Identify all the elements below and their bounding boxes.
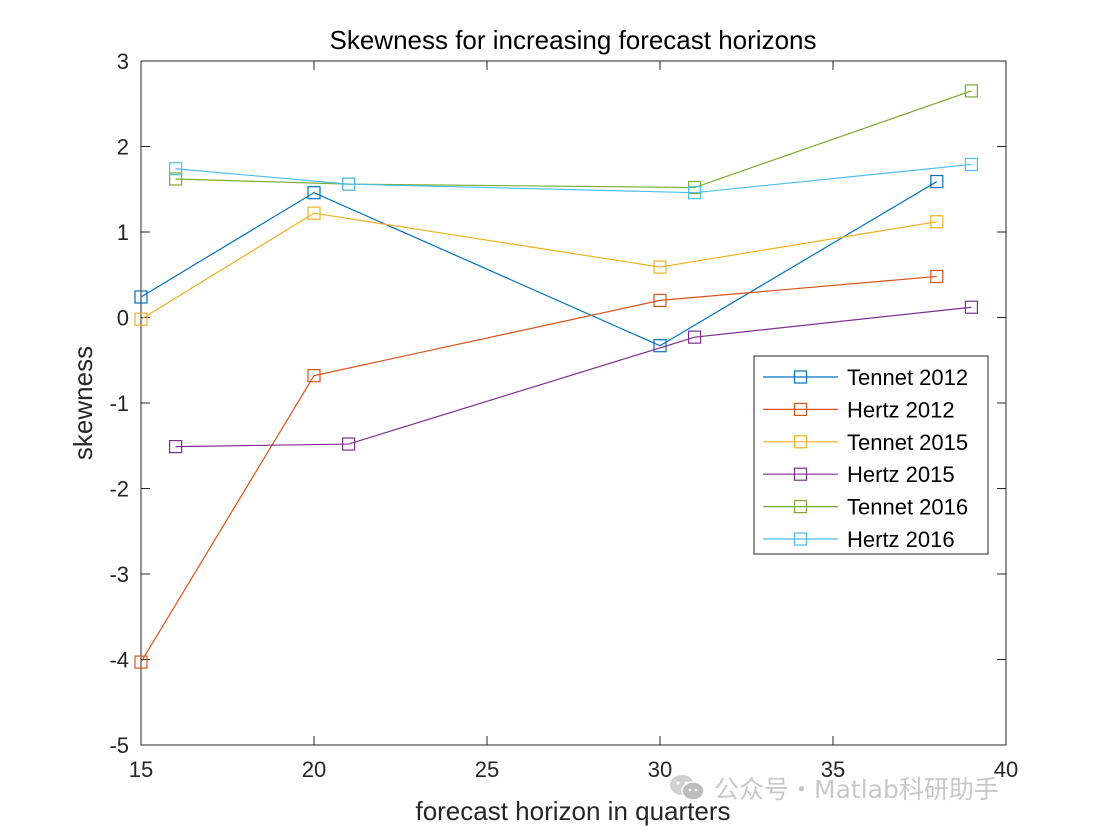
y-tick-label: -1: [109, 391, 129, 416]
x-axis: 15 20 25 30 35 40: [129, 61, 1018, 782]
data-point: [307, 369, 321, 383]
data-point: [964, 300, 979, 314]
legend-item: Hertz 2012: [763, 397, 955, 422]
legend-marker: [793, 370, 808, 384]
legend-label: Hertz 2012: [847, 397, 955, 422]
legend-marker: [793, 435, 808, 449]
y-axis-label: skewness: [68, 346, 98, 460]
wechat-icon: [668, 773, 706, 803]
legend-marker: [793, 500, 808, 514]
series-3: [169, 300, 979, 454]
chart-title: Skewness for increasing forecast horizon…: [329, 25, 816, 55]
y-tick-label: -2: [109, 477, 129, 502]
data-point: [687, 186, 702, 200]
x-tick-label: 35: [821, 757, 845, 782]
watermark: 公众号・Matlab科研助手: [668, 768, 999, 808]
legend-item: Tennet 2015: [763, 430, 968, 455]
y-tick-label: 2: [117, 135, 129, 160]
y-tick-label: 0: [117, 306, 129, 331]
y-tick-label: -3: [109, 562, 129, 587]
data-point: [134, 312, 148, 326]
watermark-text: 公众号・Matlab科研助手: [714, 775, 999, 804]
x-tick-label: 25: [475, 757, 499, 782]
legend-label: Tennet 2015: [847, 430, 968, 455]
data-point: [134, 290, 148, 304]
legend-box: [753, 355, 989, 555]
legend-item: Tennet 2012: [763, 365, 968, 390]
x-tick-label: 40: [994, 757, 1018, 782]
legend-label: Tennet 2016: [847, 495, 968, 520]
data-point: [930, 174, 944, 189]
series-0: [134, 174, 944, 353]
y-tick-label: -5: [109, 733, 129, 758]
legend-item: Tennet 2016: [763, 495, 968, 520]
y-tick-label: 3: [117, 49, 129, 74]
legend-marker: [793, 467, 808, 481]
legend-marker: [793, 402, 808, 416]
data-point: [169, 440, 183, 454]
y-tick-label: 1: [117, 220, 129, 245]
series-line: [140, 212, 937, 320]
data-point: [169, 172, 183, 186]
legend-item: Hertz 2015: [763, 462, 955, 487]
series-line: [175, 306, 972, 448]
legend-label: Hertz 2016: [847, 527, 955, 552]
series-line: [140, 275, 937, 663]
data-point: [964, 84, 979, 98]
x-tick-label: 20: [302, 757, 326, 782]
data-point: [930, 269, 944, 284]
y-axis: -5 -4 -3 -2 -1 0 1 2 3: [109, 49, 1006, 758]
data-point: [342, 177, 356, 191]
y-tick-label: -4: [109, 648, 129, 673]
data-point: [687, 330, 702, 344]
x-tick-label: 15: [129, 757, 153, 782]
series-line: [140, 181, 938, 347]
series-2: [134, 206, 944, 326]
series-5: [169, 157, 979, 200]
data-point: [307, 186, 321, 200]
series-layer: [134, 84, 979, 669]
legend-label: Tennet 2012: [847, 365, 968, 390]
legend-item: Hertz 2016: [763, 527, 955, 552]
data-point: [653, 260, 667, 274]
legend-label: Hertz 2015: [847, 462, 955, 487]
series-line: [175, 90, 972, 189]
data-point: [930, 215, 944, 229]
data-point: [307, 206, 321, 220]
legend: Tennet 2012 Hertz 2012 Tennet 2015 Hertz 20…: [753, 355, 989, 555]
series-line: [175, 163, 972, 194]
data-point: [342, 437, 356, 451]
data-point: [169, 162, 183, 176]
data-point: [134, 655, 148, 669]
x-tick-label: 30: [648, 757, 672, 782]
legend-marker: [793, 532, 808, 546]
data-point: [964, 157, 979, 172]
x-axis-label: forecast horizon in quarters: [415, 796, 730, 826]
series-1: [134, 269, 944, 669]
data-point: [653, 293, 667, 307]
